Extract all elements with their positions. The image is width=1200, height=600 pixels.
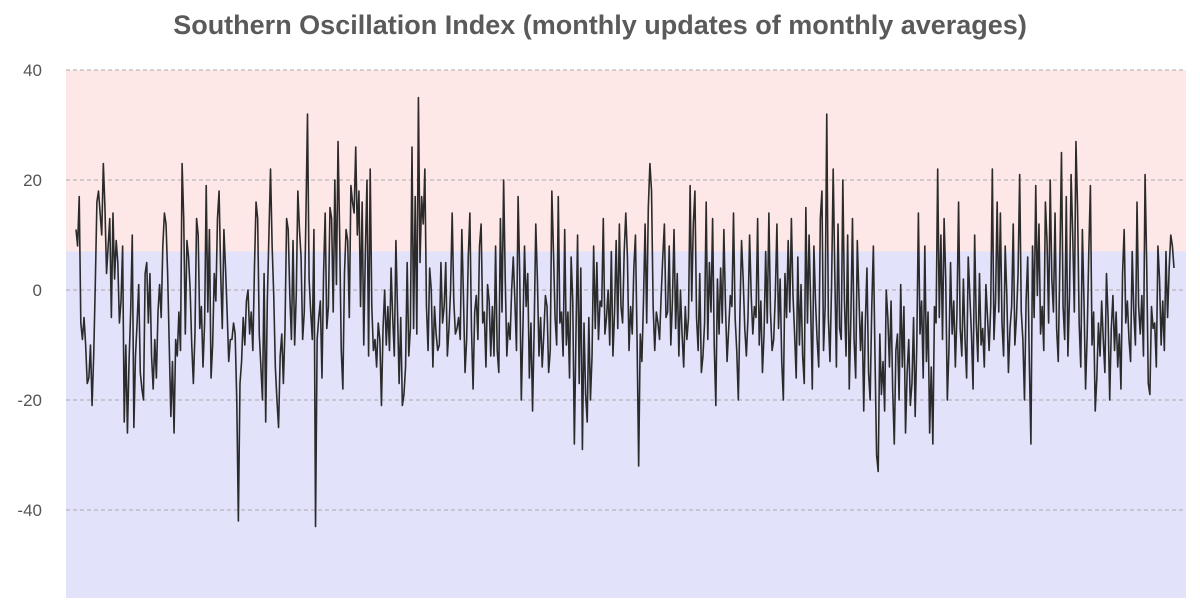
y-tick-labels: 40 20 0 -20 -40 [17, 61, 42, 520]
lower-band [66, 251, 1186, 598]
y-tick-label: 0 [33, 281, 42, 300]
y-tick-label: 40 [23, 61, 42, 80]
y-tick-label: -40 [17, 501, 42, 520]
y-tick-label: 20 [23, 171, 42, 190]
chart-title: Southern Oscillation Index (monthly upda… [173, 10, 1027, 40]
background-bands [66, 70, 1186, 598]
soi-series-line [75, 96, 1175, 528]
y-tick-label: -20 [17, 391, 42, 410]
